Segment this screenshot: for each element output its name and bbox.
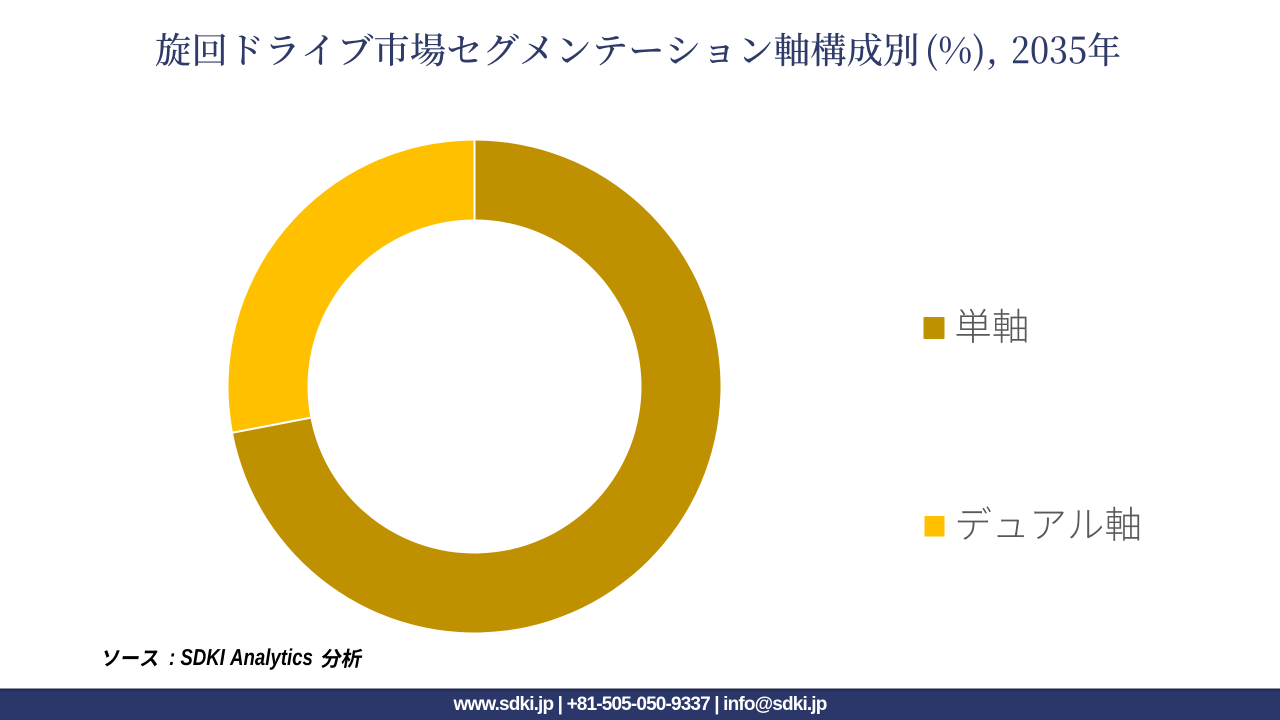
svg-text:www.sdki.jp | +81-505-050-9337: www.sdki.jp | +81-505-050-9337 | info@sd…	[453, 694, 827, 715]
